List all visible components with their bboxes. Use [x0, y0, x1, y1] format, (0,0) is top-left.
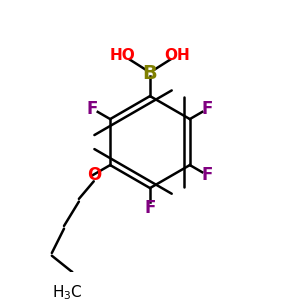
Text: HO: HO	[110, 48, 136, 63]
Text: OH: OH	[164, 48, 190, 63]
Text: F: F	[202, 100, 213, 118]
Text: H$_3$C: H$_3$C	[52, 283, 83, 300]
Text: B: B	[142, 64, 158, 83]
Text: O: O	[87, 166, 101, 184]
Text: F: F	[202, 166, 213, 184]
Text: F: F	[144, 200, 156, 217]
Text: F: F	[87, 100, 98, 118]
